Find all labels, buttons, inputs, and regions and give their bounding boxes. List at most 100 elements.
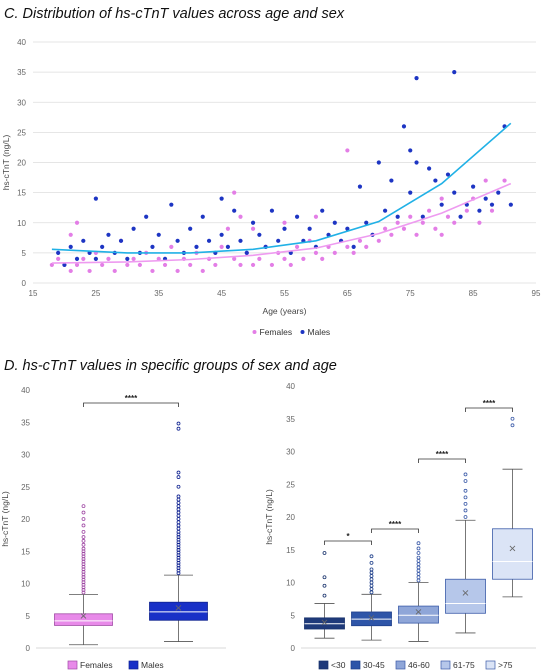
- outlier-point: [369, 590, 374, 595]
- outlier-point: [322, 551, 327, 555]
- male-point: [420, 214, 425, 219]
- outlier-point: [81, 577, 86, 582]
- outlier-point: [510, 416, 515, 421]
- female-point: [213, 262, 218, 268]
- female-point: [150, 268, 155, 274]
- outlier-point: [416, 558, 421, 563]
- y-tick-label: 30: [17, 98, 26, 107]
- significance-bracket: [465, 407, 513, 412]
- male-point: [238, 238, 243, 243]
- female-point: [313, 250, 319, 255]
- outlier-point: [81, 562, 86, 567]
- outlier-point: [81, 549, 86, 554]
- male-point: [351, 244, 356, 249]
- x-tick-label: 45: [217, 289, 226, 298]
- male-point: [433, 178, 438, 183]
- y-tick-label: 15: [17, 189, 26, 198]
- male-point: [408, 190, 413, 195]
- female-point: [269, 262, 275, 268]
- female-point: [232, 256, 237, 261]
- female-point: [200, 268, 205, 274]
- female-point: [345, 148, 350, 153]
- scatter-chart-c: 0 5 10 15 20 25 30 35 40 15 25 35 45 55 65 75 85 95 Age (y…: [1, 38, 541, 337]
- y-tick-label: 40: [286, 382, 295, 391]
- outlier-point: [81, 542, 86, 547]
- significance-bracket: [371, 528, 419, 533]
- outlier-point: [463, 472, 468, 477]
- male-point: [257, 232, 262, 237]
- outlier-point: [81, 590, 86, 595]
- male-point: [276, 238, 281, 243]
- outlier-point: [176, 523, 181, 528]
- male-point: [364, 220, 369, 225]
- legend-label: >75: [498, 660, 513, 670]
- outlier-point: [81, 557, 86, 561]
- outlier-point: [81, 567, 86, 572]
- y-tick-label: 5: [22, 249, 27, 258]
- box-Females: [54, 613, 113, 626]
- female-point: [301, 256, 306, 261]
- outlier-point: [176, 545, 181, 550]
- outlier-point: [369, 567, 374, 572]
- outlier-point: [81, 510, 86, 515]
- panel-c-title: C. Distribution of hs-cTnT values across…: [4, 6, 345, 22]
- outlier-point: [176, 555, 181, 560]
- female-point: [131, 256, 136, 261]
- outlier-point: [369, 560, 374, 565]
- male-point: [56, 250, 61, 255]
- female-point: [219, 244, 224, 249]
- male-point: [175, 238, 180, 243]
- outlier-point: [369, 583, 374, 588]
- male-point: [144, 214, 149, 219]
- male-point: [62, 262, 67, 268]
- male-point: [489, 202, 495, 207]
- outlier-point: [176, 470, 181, 475]
- box-61-75: [445, 578, 486, 614]
- female-point: [433, 226, 438, 231]
- outlier-point: [176, 484, 181, 489]
- female-point: [288, 262, 293, 268]
- female-point: [68, 232, 73, 237]
- legend-label: <30: [331, 660, 346, 670]
- outlier-point: [176, 504, 181, 509]
- female-point: [175, 268, 180, 274]
- mean-marker: ×: [174, 603, 182, 614]
- outlier-point: [463, 501, 468, 506]
- y-tick-label: 10: [286, 579, 295, 588]
- outlier-point: [322, 575, 327, 580]
- outlier-point: [176, 520, 181, 525]
- y-tick-label: 0: [26, 644, 31, 653]
- outlier-point: [176, 535, 181, 539]
- female-point: [376, 238, 381, 243]
- female-point: [439, 196, 444, 201]
- female-point: [313, 214, 319, 219]
- outlier-point: [81, 539, 86, 543]
- legend-label: 30-45: [363, 660, 385, 670]
- female-trend-line: [51, 182, 512, 264]
- male-point: [150, 244, 155, 249]
- male-point: [320, 208, 325, 213]
- outlier-point: [176, 426, 181, 431]
- outlier-point: [176, 558, 181, 563]
- y-axis-label: hs-cTnT (ng/L): [264, 489, 274, 545]
- male-point: [401, 124, 407, 129]
- female-point: [81, 256, 86, 261]
- female-point: [169, 244, 174, 249]
- significance-bracket: [324, 540, 372, 545]
- legend-label: 46-60: [408, 660, 430, 670]
- x-tick-label: 25: [91, 289, 100, 298]
- box-46-60: [398, 605, 439, 624]
- female-point: [401, 226, 407, 231]
- male-point: [206, 238, 212, 243]
- outlier-point: [416, 551, 421, 555]
- y-tick-label: 30: [21, 451, 30, 460]
- male-point: [125, 256, 130, 261]
- legend-swatch: [128, 660, 139, 670]
- outlier-point: [322, 583, 327, 588]
- outlier-point: [176, 513, 181, 518]
- outlier-point: [463, 479, 468, 483]
- female-point: [225, 226, 231, 231]
- mean-marker: ×: [367, 613, 375, 624]
- mean-marker: ×: [79, 611, 87, 622]
- male-point: [244, 250, 249, 255]
